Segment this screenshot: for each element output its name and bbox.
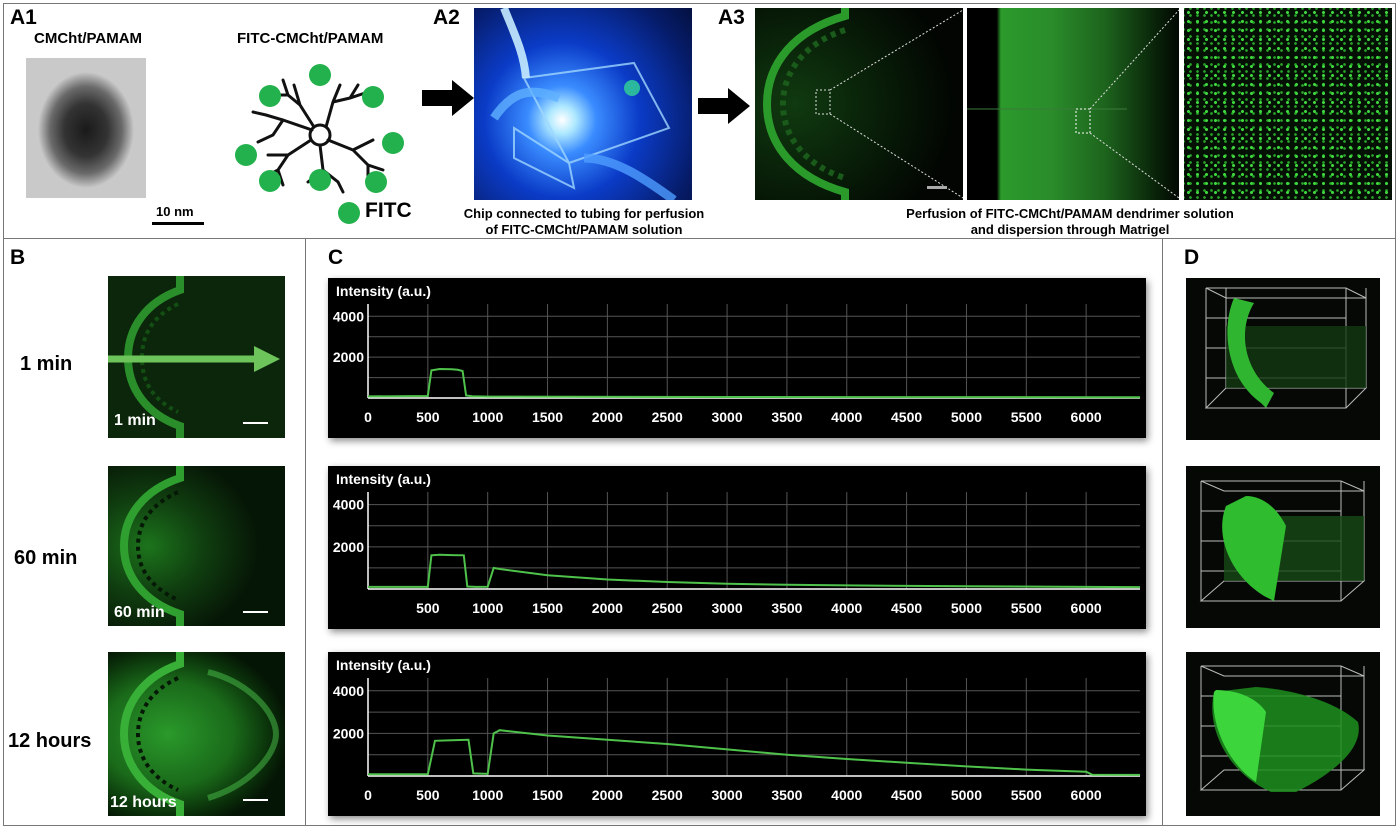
y-tick-label: 2000	[333, 539, 364, 555]
a3-particles-image	[1184, 8, 1392, 200]
chart-svg-2: Intensity (a.u.) 500 1000 1500 2000 2500 3000 3…	[333, 471, 1141, 616]
x-tick-label: 5500	[1011, 787, 1042, 803]
chip-photo	[474, 8, 692, 200]
b-inner-label-1: 1 min	[114, 412, 156, 429]
x-tick-label: 5500	[1011, 409, 1042, 425]
fitc-legend-dot	[338, 202, 360, 224]
x-tick-label: 5000	[951, 409, 982, 425]
x-tick-label: 3000	[711, 787, 742, 803]
intensity-trace	[368, 553, 1141, 589]
x-tick-label: 500	[416, 787, 440, 803]
x-tick-label: 2000	[592, 600, 623, 616]
intensity-trace	[367, 367, 1141, 399]
y-axis-label: Intensity (a.u.)	[336, 471, 431, 487]
b-time-label-2: 60 min	[14, 547, 78, 569]
x-tick-label: 3000	[711, 600, 742, 616]
intensity-chart-1min: Intensity (a.u.) 0 500 1000 1500 2000 2500 3000…	[328, 278, 1146, 438]
panel-label-a3: A3	[718, 6, 745, 29]
x-tick-label: 3500	[771, 787, 802, 803]
arrow-right-icon	[422, 80, 474, 116]
cmcht-pamam-title: CMCht/PAMAM	[34, 30, 143, 47]
y-axis-label: Intensity (a.u.)	[336, 657, 431, 673]
panel-d-frame	[1162, 238, 1396, 826]
x-tick-label: 1000	[472, 600, 503, 616]
surface-plot-60min	[1186, 466, 1380, 628]
y-tick-label: 4000	[333, 497, 364, 513]
x-tick-label: 3500	[771, 600, 802, 616]
arrow-right-icon-2	[698, 88, 750, 124]
a3-zoom-image	[967, 8, 1179, 200]
x-tick-label: 4000	[831, 787, 862, 803]
x-tick-label: 500	[416, 600, 440, 616]
chart-svg-3: Intensity (a.u.) 0 500 1000 1500 2000 2500 3000…	[333, 657, 1141, 803]
x-tick-label: 1000	[472, 409, 503, 425]
x-tick-label: 1000	[472, 787, 503, 803]
intensity-chart-60min: Intensity (a.u.) 500 1000 1500 2000 2500 3000 3…	[328, 466, 1146, 629]
x-tick-label: 5000	[951, 600, 982, 616]
surface-plot-1min	[1186, 278, 1380, 440]
x-tick-label: 4000	[831, 600, 862, 616]
x-tick-label: 1500	[532, 409, 563, 425]
fitc-pamam-title: FITC-CMCht/PAMAM	[237, 30, 384, 47]
intensity-chart-12hours: Intensity (a.u.) 0 500 1000 1500 2000 2500 3000…	[328, 652, 1146, 816]
x-tick-label: 500	[416, 409, 440, 425]
scale-bar-label: 10 nm	[156, 204, 194, 219]
x-tick-label: 3000	[711, 409, 742, 425]
panel-label-b: B	[10, 246, 26, 269]
chart-svg-1: Intensity (a.u.) 0 500 1000 1500 2000 2500 3000…	[333, 283, 1141, 425]
x-tick-label: 1500	[532, 600, 563, 616]
x-tick-label: 6000	[1071, 600, 1102, 616]
x-tick-label: 4500	[891, 787, 922, 803]
x-tick-label: 2500	[652, 409, 683, 425]
x-tick-label: 6000	[1071, 409, 1102, 425]
x-tick-label: 2000	[592, 409, 623, 425]
x-tick-label: 6000	[1071, 787, 1102, 803]
x-tick-label: 2500	[652, 600, 683, 616]
intensity-trace	[368, 729, 1141, 776]
surface-plot-12hours	[1186, 652, 1380, 816]
tem-image	[26, 58, 146, 198]
x-tick-label: 0	[364, 787, 372, 803]
b-inner-label-3: 12 hours	[110, 794, 177, 811]
b-image-60min: 60 min	[108, 466, 285, 626]
a2-caption-line1: Chip connected to tubing for perfusion	[463, 206, 705, 221]
b-time-label-1: 1 min	[20, 353, 73, 375]
a3-caption-line1: Perfusion of FITC-CMCht/PAMAM dendrimer …	[906, 206, 1234, 221]
panel-label-c: C	[328, 246, 344, 269]
x-tick-label: 1500	[532, 787, 563, 803]
panel-label-a2: A2	[433, 6, 460, 29]
y-tick-label: 4000	[333, 683, 364, 699]
x-tick-label: 3500	[771, 409, 802, 425]
x-tick-label: 5000	[951, 787, 982, 803]
x-tick-label: 0	[364, 409, 372, 425]
scale-bar	[152, 222, 204, 225]
b-time-label-3: 12 hours	[8, 730, 92, 752]
panel-label-d: D	[1184, 246, 1200, 269]
y-tick-label: 4000	[333, 308, 364, 324]
x-tick-label: 4000	[831, 409, 862, 425]
fitc-dots	[235, 64, 404, 193]
y-tick-label: 2000	[333, 725, 364, 741]
panel-label-a1: A1	[10, 6, 37, 29]
x-tick-label: 5500	[1011, 600, 1042, 616]
b-image-12hours: 12 hours	[108, 652, 285, 816]
b-inner-label-2: 60 min	[114, 604, 165, 621]
arrow-icon	[254, 346, 280, 372]
x-tick-label: 4500	[891, 409, 922, 425]
x-tick-label: 2000	[592, 787, 623, 803]
a2-caption-line2: of FITC-CMCht/PAMAM solution	[485, 222, 683, 237]
b-image-1min: 1 min	[108, 276, 285, 438]
x-tick-label: 2500	[652, 787, 683, 803]
a3-caption-line2: and dispersion through Matrigel	[970, 222, 1170, 237]
x-tick-label: 4500	[891, 600, 922, 616]
y-tick-label: 2000	[333, 349, 364, 365]
fitc-legend-label: FITC	[365, 199, 412, 222]
y-axis-label: Intensity (a.u.)	[336, 283, 431, 299]
dendrimer-diagram	[235, 64, 404, 194]
a3-chamber-image	[755, 8, 963, 200]
